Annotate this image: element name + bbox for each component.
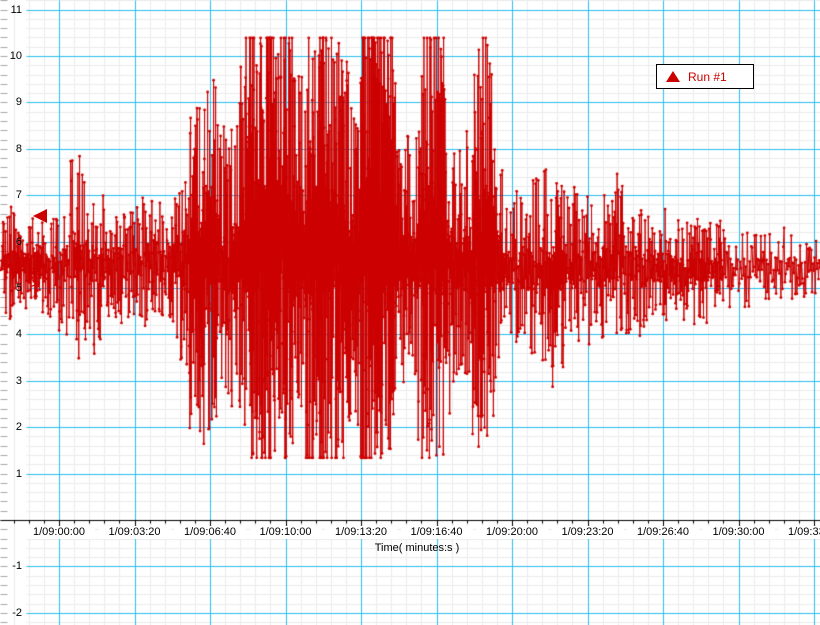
x-tick-label: 1/09:26:40 [627, 526, 699, 539]
y-tick-label: 4 [15, 328, 22, 341]
triangle-up-icon [666, 71, 680, 82]
y-tick-label: 7 [15, 189, 22, 202]
y-tick-label: -2 [12, 606, 22, 619]
x-axis-title: Time( minutes:s ) [374, 542, 460, 554]
y-tick-label: 5 [15, 282, 22, 294]
y-tick-label: 10 [9, 50, 22, 62]
x-tick-label: 1/09:33:20 [778, 526, 820, 539]
x-tick-label: 1/09:03:20 [98, 526, 171, 539]
y-tick-label: 11 [10, 3, 22, 16]
y-tick-label: -1 [12, 560, 22, 573]
y-tick-label: 9 [15, 96, 22, 109]
x-tick-label: 1/09:20:00 [476, 526, 548, 539]
x-tick-label: 1/09:10:00 [249, 526, 322, 539]
legend-series-label: Run #1 [688, 69, 727, 84]
y-tick-label: 3 [15, 374, 22, 387]
y-tick-label: 2 [15, 421, 22, 434]
x-tick-label: 1/09:16:40 [400, 526, 473, 539]
x-tick-label: 1/09:13:20 [325, 526, 397, 539]
x-tick-label: 1/09:23:20 [551, 526, 624, 539]
cursor-marker-triangle-left-icon[interactable] [33, 208, 47, 223]
x-tick-label: 1/09:30:00 [702, 526, 775, 539]
y-axis-title: Volt [29, 267, 43, 288]
y-tick-label: 1 [15, 467, 22, 480]
x-tick-label: 1/09:00:00 [23, 526, 95, 539]
legend[interactable]: Run #1 [656, 64, 754, 89]
y-tick-label: 6 [15, 235, 22, 248]
x-tick-label: 1/09:06:40 [174, 526, 246, 539]
y-tick-label: 8 [15, 142, 22, 155]
